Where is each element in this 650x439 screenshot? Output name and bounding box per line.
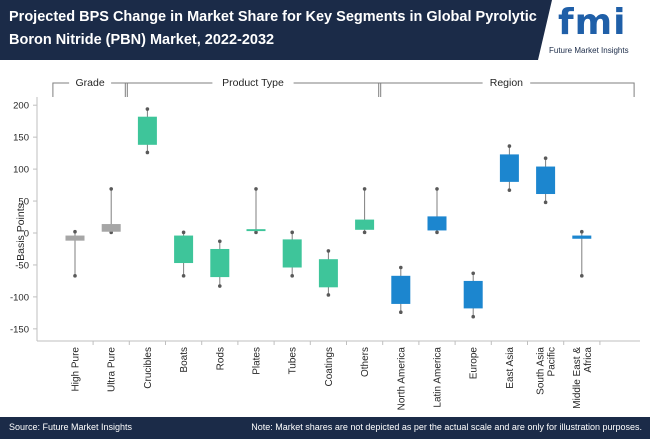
whisker-cap-high — [73, 229, 77, 234]
category-label: Tubes — [288, 347, 299, 374]
box-rect — [572, 235, 592, 239]
category-label: Rods — [215, 347, 226, 370]
category-label: Ultra Pure — [107, 347, 118, 392]
whisker-cap-high — [543, 156, 548, 161]
category-label-line: Africa — [583, 347, 594, 373]
category-label-line: Pacific — [547, 347, 558, 376]
box-rect — [210, 248, 230, 278]
y-tick-label: 100 — [13, 165, 29, 176]
whisker-cap-low — [290, 274, 295, 278]
y-axis-label: Basis Points — [15, 203, 27, 261]
whisker-cap-high — [399, 265, 403, 270]
group-bracket-left — [378, 82, 483, 97]
category-label: High Pure — [71, 347, 82, 392]
chart-title: Projected BPS Change in Market Share for… — [9, 9, 537, 48]
whisker-cap-low — [145, 150, 150, 155]
whisker-cap-high — [362, 187, 367, 191]
fmi-logo: fmi — [558, 2, 627, 43]
whisker-cap-high — [507, 144, 512, 148]
whisker-cap-high — [218, 239, 222, 244]
group-label: Product Type — [222, 77, 284, 89]
category-label: Crucibles — [143, 347, 154, 389]
y-tick-label: 0 — [24, 229, 29, 240]
whisker-cap-high — [580, 229, 584, 234]
category-label: Middle East &Africa — [572, 347, 594, 409]
box-rect — [137, 116, 157, 145]
whisker-cap-high — [181, 230, 186, 235]
footer-bar: Source: Future Market Insights Note: Mar… — [0, 417, 650, 439]
whisker-cap-low — [507, 188, 512, 192]
group-bracket-left — [52, 82, 70, 97]
box-rect — [427, 216, 447, 231]
whisker-cap-high — [145, 107, 150, 111]
box-rect — [65, 235, 85, 241]
logo-company-name: Future Market Insights — [549, 46, 629, 55]
whisker-cap-high — [326, 249, 331, 253]
whisker-cap-high — [254, 187, 258, 191]
y-tick-label: 50 — [18, 197, 29, 208]
whisker-cap-low — [435, 230, 439, 235]
whisker-cap-high — [435, 187, 439, 191]
category-label: Boats — [179, 347, 190, 373]
group-bracket-right — [293, 82, 382, 97]
box-rect — [174, 235, 194, 264]
y-tick-label: -150 — [10, 324, 29, 335]
whisker-cap-low — [580, 274, 584, 278]
category-label: Plates — [252, 347, 263, 375]
whisker-cap-low — [543, 200, 548, 205]
box-rect — [463, 280, 483, 309]
category-label: Coatings — [324, 347, 335, 386]
whisker-cap-high — [290, 230, 295, 235]
category-label: Latin America — [433, 347, 444, 408]
category-label: Europe — [469, 347, 480, 380]
whisker-cap-high — [471, 271, 476, 276]
whisker-cap-low — [362, 230, 367, 235]
group-label: Grade — [76, 77, 105, 89]
category-label: North America — [396, 347, 407, 411]
box-rect — [101, 224, 121, 232]
y-tick-label: -100 — [10, 292, 29, 303]
category-label-line: Middle East & — [572, 347, 583, 409]
category-label: Others — [360, 347, 371, 377]
whisker-cap-low — [218, 284, 222, 288]
whisker-cap-low — [471, 314, 476, 319]
whisker-cap-low — [326, 293, 331, 297]
box-rect — [536, 166, 556, 195]
logo-panel: fmi Future Market Insights — [538, 0, 650, 60]
whisker-cap-high — [109, 187, 113, 191]
whisker-cap-low — [73, 274, 77, 278]
note-text: Note: Market shares are not depicted as … — [251, 422, 642, 432]
category-label: South AsiaPacific — [536, 347, 558, 395]
box-rect — [318, 259, 338, 288]
whisker-cap-low — [399, 310, 403, 315]
category-label: East Asia — [505, 347, 516, 389]
box-rect — [355, 219, 375, 230]
category-label-line: South Asia — [536, 347, 547, 395]
group-label: Region — [490, 77, 523, 89]
whisker-cap-low — [254, 230, 258, 235]
y-tick-label: 150 — [13, 133, 29, 144]
box-rect — [246, 229, 266, 232]
group-bracket-right — [530, 82, 635, 97]
header-banner: Projected BPS Change in Market Share for… — [0, 0, 650, 60]
y-tick-label: -50 — [15, 260, 29, 271]
source-text: Source: Future Market Insights — [9, 422, 133, 432]
box-plot-chart: -150 -100 -50 0 50 100 150 200 Basis Points Grade… — [10, 77, 640, 411]
box-rect — [391, 275, 411, 304]
box-rect — [282, 239, 302, 268]
group-bracket-left — [124, 82, 213, 97]
y-tick-label: 200 — [13, 101, 29, 112]
whisker-cap-low — [181, 274, 186, 278]
box-rect — [499, 154, 519, 182]
